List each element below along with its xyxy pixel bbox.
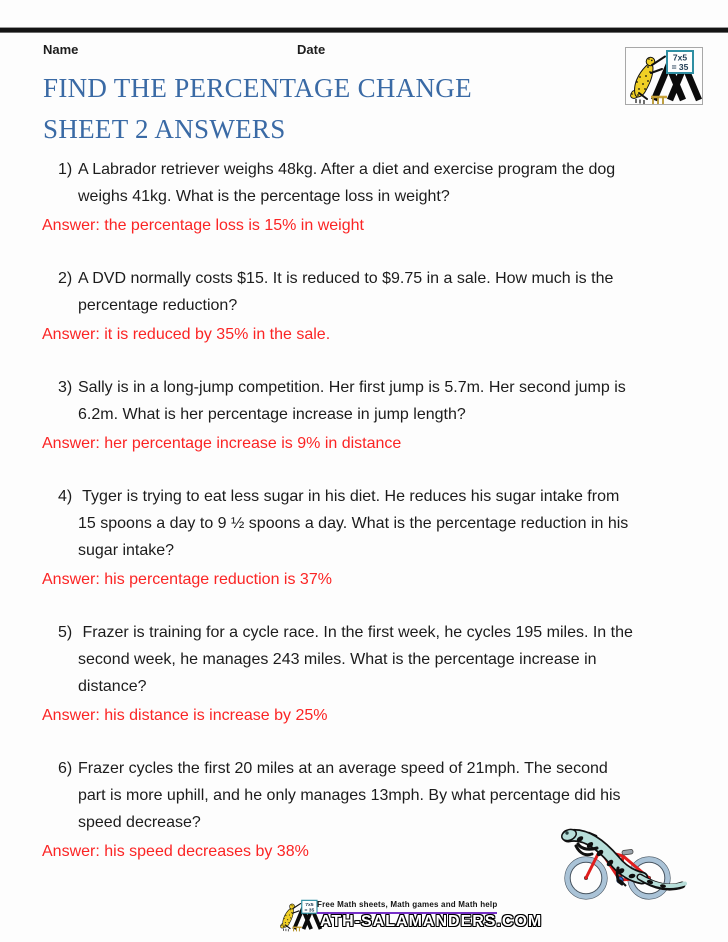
question-text: Frazer is training for a cycle race. In … — [42, 619, 714, 700]
question-line: distance? — [78, 678, 147, 695]
question-line: speed decrease? — [78, 814, 201, 831]
footer-brand: Free Math sheets, Math games and Math he… — [277, 896, 541, 940]
name-label: Name — [43, 42, 79, 57]
math-salamanders-logo — [625, 47, 703, 105]
question-line: Sally is in a long-jump competition. Her… — [78, 379, 626, 396]
answer-text: Answer: his distance is increase by 25% — [42, 707, 328, 724]
page-title-line1: FIND THE PERCENTAGE CHANGE — [43, 73, 472, 103]
question-item: 6) Frazer cycles the first 20 miles at a… — [42, 755, 714, 865]
questions-list: 1) A Labrador retriever weighs 48kg. Aft… — [42, 156, 714, 891]
question-text: Sally is in a long-jump competition. Her… — [42, 374, 714, 428]
question-number: 4) — [58, 488, 73, 505]
answer-text: Answer: it is reduced by 35% in the sale… — [42, 326, 331, 343]
date-label: Date — [297, 42, 326, 57]
question-item: 3) Sally is in a long-jump competition. … — [42, 374, 714, 457]
question-item: 2) A DVD normally costs $15. It is reduc… — [42, 265, 714, 348]
question-line: weighs 41kg. What is the percentage loss… — [78, 188, 450, 205]
salamander-board-icon — [625, 47, 703, 105]
cycling-salamander-illustration — [556, 820, 690, 902]
question-line: part is more uphill, and he only manages… — [78, 787, 621, 804]
question-number: 5) — [58, 624, 73, 641]
answer-text: Answer: her percentage increase is 9% in… — [42, 435, 402, 452]
question-line: Tyger is trying to eat less sugar in his… — [78, 488, 620, 505]
question-line: 15 spoons a day to 9 ½ spoons a day. Wha… — [78, 515, 629, 532]
footer-tagline: Free Math sheets, Math games and Math he… — [317, 900, 498, 914]
question-number: 6) — [58, 760, 73, 777]
question-text: A DVD normally costs $15. It is reduced … — [42, 265, 714, 319]
question-line: 6.2m. What is her percentage increase in… — [78, 406, 466, 423]
answer-text: Answer: his speed decreases by 38% — [42, 843, 309, 860]
question-number: 2) — [58, 270, 73, 287]
question-text: A Labrador retriever weighs 48kg. After … — [42, 156, 714, 210]
question-line: second week, he manages 243 miles. What … — [78, 651, 597, 668]
question-item: 1) A Labrador retriever weighs 48kg. Aft… — [42, 156, 714, 239]
question-number: 3) — [58, 379, 73, 396]
bicycle-salamander-icon — [561, 828, 687, 900]
question-line: sugar intake? — [78, 542, 175, 559]
question-line: Frazer is training for a cycle race. In … — [78, 624, 633, 641]
question-text: Frazer cycles the first 20 miles at an a… — [42, 755, 714, 836]
page-title-line2: SHEET 2 ANSWERS — [43, 114, 286, 144]
question-number: 1) — [58, 161, 73, 178]
question-line: A Labrador retriever weighs 48kg. After … — [78, 161, 616, 178]
question-text: Tyger is trying to eat less sugar in his… — [42, 483, 714, 564]
footer-wordmark: ATH-SALAMANDERS.COM — [320, 913, 543, 930]
page-title: FIND THE PERCENTAGE CHANGE SHEET 2 ANSWER… — [43, 68, 472, 150]
question-line: percentage reduction? — [78, 297, 238, 314]
question-item: 4) Tyger is trying to eat less sugar in … — [42, 483, 714, 593]
answer-text: Answer: his percentage reduction is 37% — [42, 571, 332, 588]
question-item: 5) Frazer is training for a cycle race. … — [42, 619, 714, 729]
question-line: Frazer cycles the first 20 miles at an a… — [78, 760, 608, 777]
answer-text: Answer: the percentage loss is 15% in we… — [42, 217, 364, 234]
header-divider — [0, 27, 728, 33]
question-line: A DVD normally costs $15. It is reduced … — [78, 270, 614, 287]
